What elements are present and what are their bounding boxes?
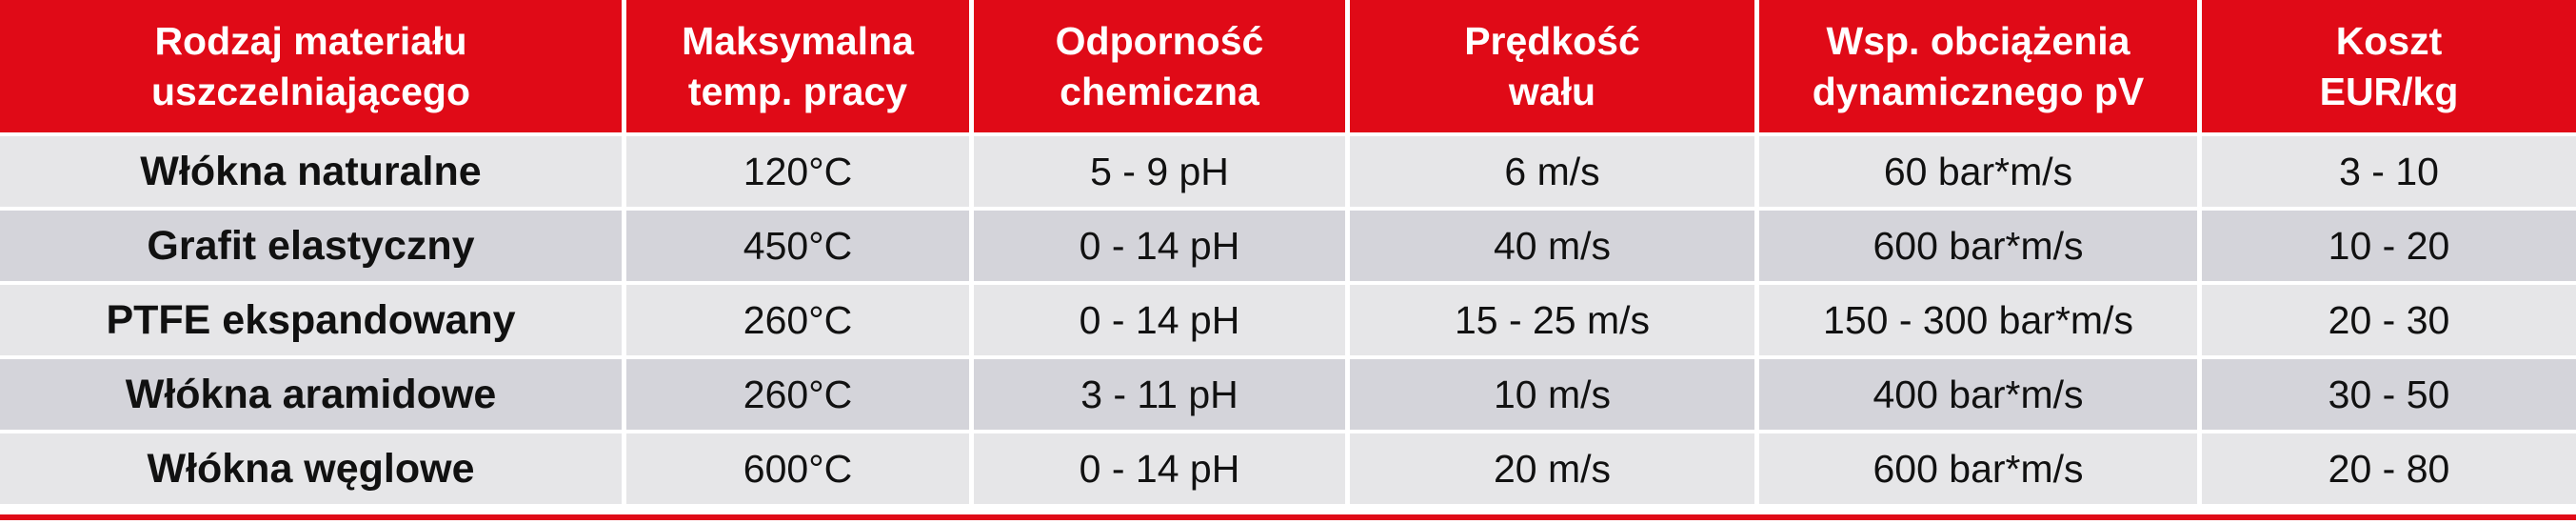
- table-row: Włókna naturalne 120°C 5 - 9 pH 6 m/s 60…: [0, 136, 2576, 207]
- header-material-type-line1: Rodzaj materiału: [154, 18, 467, 63]
- speed-cell: 40 m/s: [1350, 211, 1754, 281]
- header-cost: Koszt EUR/kg: [2202, 0, 2576, 132]
- cost-cell: 20 - 80: [2202, 433, 2576, 504]
- header-material-type-line2: uszczelniającego: [151, 69, 470, 113]
- header-chemical-resistance: Odporność chemiczna: [974, 0, 1345, 132]
- header-pv-factor: Wsp. obciążenia dynamicznego pV: [1759, 0, 2197, 132]
- material-cell: Grafit elastyczny: [0, 211, 622, 281]
- header-shaft-speed-line2: wału: [1508, 69, 1596, 113]
- chem-cell: 0 - 14 pH: [974, 285, 1345, 355]
- chem-cell: 0 - 14 pH: [974, 211, 1345, 281]
- table-row: Grafit elastyczny 450°C 0 - 14 pH 40 m/s…: [0, 211, 2576, 281]
- table-row: PTFE ekspandowany 260°C 0 - 14 pH 15 - 2…: [0, 285, 2576, 355]
- temp-cell: 260°C: [626, 359, 969, 430]
- cost-cell: 20 - 30: [2202, 285, 2576, 355]
- pv-cell: 150 - 300 bar*m/s: [1759, 285, 2197, 355]
- header-chemical-resistance-line1: Odporność: [1055, 18, 1264, 63]
- cost-cell: 10 - 20: [2202, 211, 2576, 281]
- header-max-temp-line1: Maksymalna: [682, 18, 914, 63]
- table-body: Włókna naturalne 120°C 5 - 9 pH 6 m/s 60…: [0, 136, 2576, 504]
- material-cell: Włókna aramidowe: [0, 359, 622, 430]
- cost-cell: 30 - 50: [2202, 359, 2576, 430]
- speed-cell: 10 m/s: [1350, 359, 1754, 430]
- cost-cell: 3 - 10: [2202, 136, 2576, 207]
- speed-cell: 20 m/s: [1350, 433, 1754, 504]
- header-row: Rodzaj materiału uszczelniającego Maksym…: [0, 0, 2576, 132]
- speed-cell: 6 m/s: [1350, 136, 1754, 207]
- chem-cell: 3 - 11 pH: [974, 359, 1345, 430]
- header-cost-line2: EUR/kg: [2319, 69, 2459, 113]
- pv-cell: 400 bar*m/s: [1759, 359, 2197, 430]
- temp-cell: 120°C: [626, 136, 969, 207]
- temp-cell: 260°C: [626, 285, 969, 355]
- header-cost-line1: Koszt: [2335, 18, 2443, 63]
- temp-cell: 600°C: [626, 433, 969, 504]
- speed-cell: 15 - 25 m/s: [1350, 285, 1754, 355]
- sealing-materials-table: Rodzaj materiału uszczelniającego Maksym…: [0, 0, 2576, 504]
- header-chemical-resistance-line2: chemiczna: [1060, 69, 1259, 113]
- material-cell: PTFE ekspandowany: [0, 285, 622, 355]
- bottom-red-rule: [0, 514, 2576, 520]
- header-material-type: Rodzaj materiału uszczelniającego: [0, 0, 622, 132]
- header-shaft-speed: Prędkość wału: [1350, 0, 1754, 132]
- pv-cell: 600 bar*m/s: [1759, 433, 2197, 504]
- header-pv-factor-line2: dynamicznego pV: [1812, 69, 2145, 113]
- pv-cell: 60 bar*m/s: [1759, 136, 2197, 207]
- header-max-temp: Maksymalna temp. pracy: [626, 0, 969, 132]
- pv-cell: 600 bar*m/s: [1759, 211, 2197, 281]
- material-cell: Włókna węglowe: [0, 433, 622, 504]
- table-row: Włókna aramidowe 260°C 3 - 11 pH 10 m/s …: [0, 359, 2576, 430]
- table-header: Rodzaj materiału uszczelniającego Maksym…: [0, 0, 2576, 132]
- chem-cell: 0 - 14 pH: [974, 433, 1345, 504]
- chem-cell: 5 - 9 pH: [974, 136, 1345, 207]
- header-shaft-speed-line1: Prędkość: [1464, 18, 1640, 63]
- header-max-temp-line2: temp. pracy: [687, 69, 908, 113]
- temp-cell: 450°C: [626, 211, 969, 281]
- table-row: Włókna węglowe 600°C 0 - 14 pH 20 m/s 60…: [0, 433, 2576, 504]
- material-cell: Włókna naturalne: [0, 136, 622, 207]
- header-pv-factor-line1: Wsp. obciążenia: [1826, 18, 2130, 63]
